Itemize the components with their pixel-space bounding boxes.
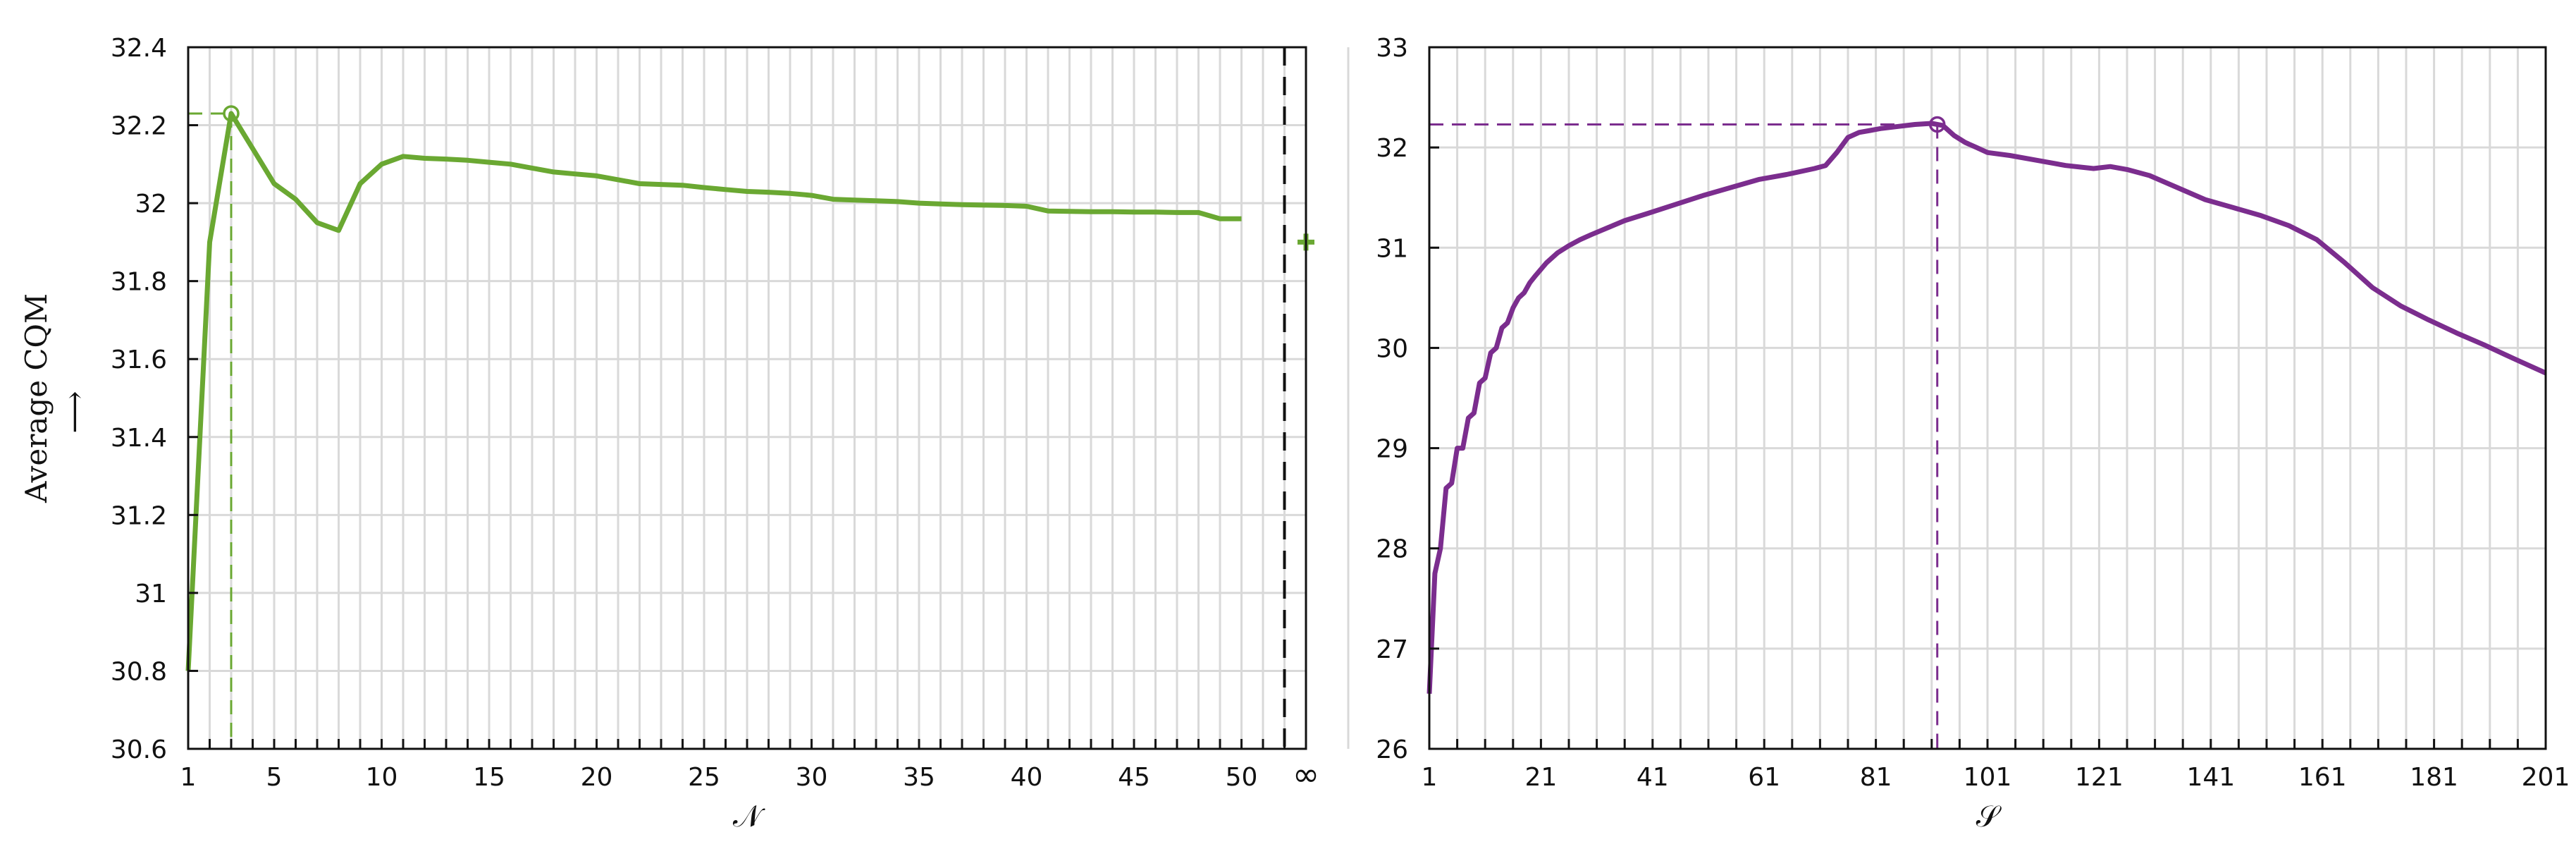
left-plot: 1 5 10 15 20 25 30 35 40 45 50 ∞30.630.83131.231.43… bbox=[19, 34, 1350, 833]
left-optimum-marker bbox=[223, 105, 240, 122]
right-plot: 1 21 41 61 81 101 121 141 161 181 2012627282930313… bbox=[1376, 34, 2570, 833]
left-y-tick-label: 31 bbox=[135, 580, 167, 609]
left-series-line bbox=[185, 111, 1242, 671]
right-x-tick-label: 201 bbox=[2522, 763, 2570, 792]
right-y-tick-label: 33 bbox=[1376, 34, 1408, 63]
left-marks bbox=[185, 47, 1314, 749]
left-y-tick-label: 30.8 bbox=[111, 657, 167, 686]
left-x-tick-label: 20 bbox=[581, 763, 613, 792]
left-x-tick-label: 15 bbox=[473, 763, 505, 792]
right-y-tick-label: 29 bbox=[1376, 435, 1408, 464]
left-x-tick-label: 40 bbox=[1011, 763, 1043, 792]
right-y-tick-label: 26 bbox=[1376, 735, 1408, 764]
right-tick-labels: 1 21 41 61 81 101 121 141 161 181 2012627282930313… bbox=[1376, 34, 2570, 792]
left-tick-labels: 1 5 10 15 20 25 30 35 40 45 50 ∞30.630.83131.231.43… bbox=[111, 34, 1319, 793]
left-x-tick-label: 25 bbox=[688, 763, 720, 792]
right-x-tick-label: 121 bbox=[2075, 763, 2124, 792]
right-optimum-marker bbox=[1928, 116, 1946, 133]
right-x-tick-label: 61 bbox=[1748, 763, 1780, 792]
left-y-tick-label: 30.6 bbox=[111, 735, 167, 764]
left-y-axis-label-group: Average CQM ⟶ bbox=[19, 293, 92, 503]
left-x-tick-label: 5 bbox=[266, 763, 283, 792]
left-x-tick-label: 45 bbox=[1118, 763, 1150, 792]
left-x-tick-label: 50 bbox=[1226, 763, 1258, 792]
right-x-axis-label: 𝒮 bbox=[1976, 799, 2002, 833]
right-x-tick-label: 81 bbox=[1860, 763, 1892, 792]
right-y-tick-label: 30 bbox=[1376, 334, 1408, 363]
right-x-tick-label: 181 bbox=[2410, 763, 2458, 792]
right-y-tick-label: 31 bbox=[1376, 234, 1408, 263]
left-y-tick-label: 32.2 bbox=[111, 112, 167, 141]
right-y-tick-label: 32 bbox=[1376, 134, 1408, 163]
left-x-tick-label: 10 bbox=[366, 763, 398, 792]
left-y-tick-label: 31.6 bbox=[111, 346, 167, 374]
right-grid bbox=[1429, 47, 2546, 749]
left-y-tick-label: 32.4 bbox=[111, 34, 167, 63]
left-y-tick-label: 31.4 bbox=[111, 424, 167, 453]
left-y-tick-label: 31.2 bbox=[111, 501, 167, 530]
right-x-tick-label: 141 bbox=[2186, 763, 2235, 792]
left-y-axis-label: Average CQM bbox=[19, 293, 54, 503]
left-x-tick-label-infinity: ∞ bbox=[1293, 755, 1319, 793]
left-y-tick-label: 31.8 bbox=[111, 268, 167, 297]
left-grid bbox=[188, 47, 1350, 749]
left-x-tick-label: 1 bbox=[180, 763, 197, 792]
right-y-tick-label: 27 bbox=[1376, 635, 1408, 664]
right-x-tick-label: 161 bbox=[2298, 763, 2347, 792]
right-x-tick-label: 21 bbox=[1524, 763, 1557, 792]
left-y-tick-label: 32 bbox=[135, 190, 167, 219]
left-x-axis-label: 𝒩 bbox=[733, 799, 765, 833]
left-x-tick-label: 35 bbox=[903, 763, 935, 792]
right-x-tick-label: 41 bbox=[1637, 763, 1669, 792]
left-y-axis-arrow: ⟶ bbox=[57, 391, 92, 433]
right-marks bbox=[1426, 116, 2547, 749]
right-y-tick-label: 28 bbox=[1376, 535, 1408, 564]
right-x-tick-label: 101 bbox=[1964, 763, 2012, 792]
left-x-tick-label: 30 bbox=[796, 763, 828, 792]
right-x-tick-label: 1 bbox=[1422, 763, 1438, 792]
right-series-line bbox=[1426, 121, 2547, 694]
